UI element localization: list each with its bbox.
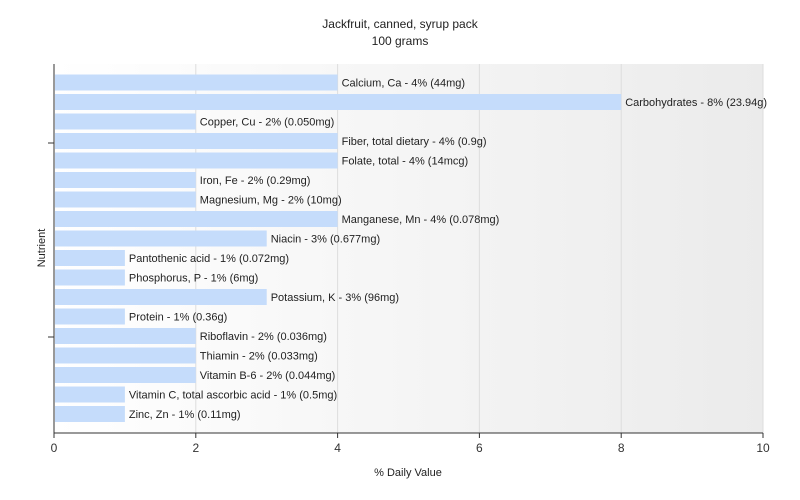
- chart-title: Jackfruit, canned, syrup pack: [322, 17, 478, 31]
- bar-label: Thiamin - 2% (0.033mg): [200, 351, 318, 363]
- bar-label: Calcium, Ca - 4% (44mg): [342, 78, 465, 90]
- bar: [55, 269, 125, 286]
- bar: [55, 230, 267, 247]
- bar: [55, 133, 338, 149]
- bar-label: Vitamin C, total ascorbic acid - 1% (0.5…: [129, 390, 337, 402]
- bar-label: Protein - 1% (0.36g): [129, 312, 227, 324]
- bar: [55, 172, 196, 188]
- bar-label: Phosphorus, P - 1% (6mg): [129, 273, 258, 285]
- y-axis-title: Nutrient: [36, 229, 48, 268]
- x-tick-label: 10: [756, 441, 770, 455]
- bar-label: Magnesium, Mg - 2% (10mg): [200, 195, 342, 207]
- bar: [55, 367, 196, 383]
- bars: Calcium, Ca - 4% (44mg) Carbohydrates - 8…: [55, 74, 767, 422]
- x-tick-label: 2: [192, 441, 199, 455]
- bar: [55, 94, 622, 110]
- bar-label: Pantothenic acid - 1% (0.072mg): [129, 253, 289, 265]
- bar-label: Zinc, Zn - 1% (0.11mg): [129, 409, 241, 421]
- x-ticks: 0 2 4 6 8 10: [51, 433, 770, 455]
- bar: [55, 191, 196, 208]
- bar: [55, 289, 267, 305]
- bar: [55, 406, 125, 422]
- x-tick-label: 0: [51, 441, 58, 455]
- x-tick-label: 6: [476, 441, 483, 455]
- axes: [48, 64, 763, 434]
- x-tick-label: 8: [618, 441, 625, 455]
- bar: [55, 211, 338, 227]
- bar: [55, 328, 196, 344]
- bar: [55, 308, 125, 325]
- bar: [55, 113, 196, 130]
- x-tick-label: 4: [334, 441, 341, 455]
- bar-label: Vitamin B-6 - 2% (0.044mg): [200, 370, 336, 382]
- bar-label: Potassium, K - 3% (96mg): [271, 292, 399, 304]
- bar: [55, 152, 338, 169]
- bar-label: Carbohydrates - 8% (23.94g): [625, 97, 767, 109]
- bar-label: Manganese, Mn - 4% (0.078mg): [342, 214, 500, 226]
- bar-label: Iron, Fe - 2% (0.29mg): [200, 175, 311, 187]
- bar-label: Copper, Cu - 2% (0.050mg): [200, 117, 335, 129]
- bar-label: Fiber, total dietary - 4% (0.9g): [342, 136, 487, 148]
- x-axis-title: % Daily Value: [374, 467, 442, 479]
- bar: [55, 386, 125, 403]
- chart-subtitle: 100 grams: [372, 34, 429, 48]
- bar-label: Riboflavin - 2% (0.036mg): [200, 331, 327, 343]
- bar-label: Niacin - 3% (0.677mg): [271, 234, 380, 246]
- bar: [55, 74, 338, 91]
- bar: [55, 250, 125, 266]
- bar-label: Folate, total - 4% (14mcg): [342, 156, 469, 168]
- bar: [55, 347, 196, 364]
